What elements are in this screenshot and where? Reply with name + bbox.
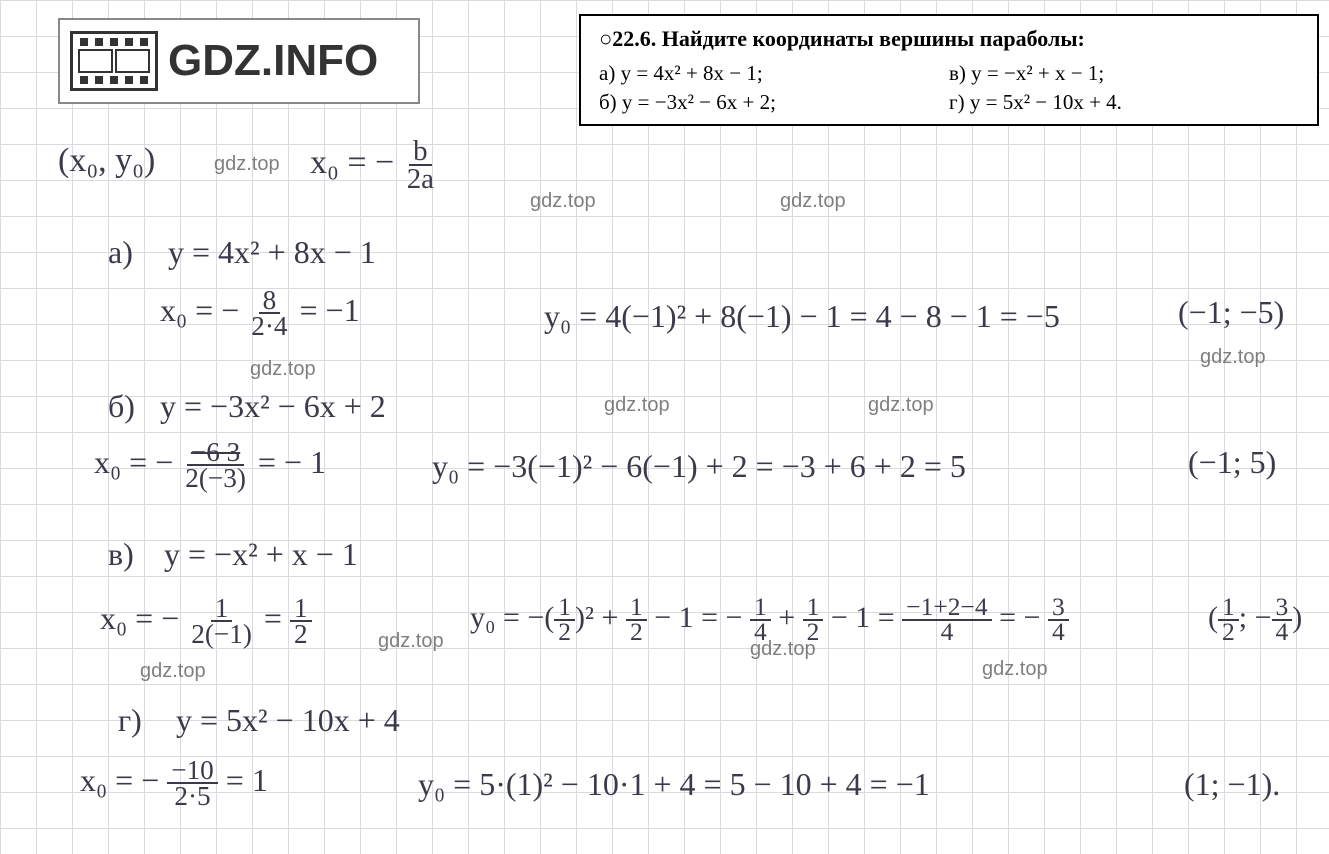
part-v-eq: y = −x² + x − 1 xyxy=(164,536,358,573)
watermark: gdz.top xyxy=(1200,346,1266,369)
part-g-y0: y₀ = 5·(1)² − 10·1 + 4 = 5 − 10 + 4 = −1 xyxy=(418,766,930,803)
x0-num: b xyxy=(409,138,431,166)
part-g-label: г) xyxy=(118,702,142,739)
watermark: gdz.top xyxy=(530,190,596,213)
pvf5d: 4 xyxy=(1048,621,1069,644)
x0-formula: x₀ = − b2a xyxy=(310,138,438,192)
part-v-x0-den: 2(−1) xyxy=(187,622,256,646)
part-v-x0-rd: 2 xyxy=(290,622,312,646)
part-v-y0: y₀ = −(12)² + 12 − 1 = − 14 + 12 − 1 = −… xyxy=(470,596,1069,644)
problem-item-v: в) y = −x² + x − 1; xyxy=(949,59,1299,88)
pv1: y₀ = −( xyxy=(470,601,554,634)
part-b-y0: y₀ = −3(−1)² − 6(−1) + 2 = −3 + 6 + 2 = … xyxy=(432,448,966,485)
part-a-x0-rhs: = −1 xyxy=(300,292,360,328)
part-a-label: а) xyxy=(108,234,133,271)
pva3: ) xyxy=(1292,601,1302,634)
logo-text: GDZ.INFO xyxy=(168,36,378,86)
x0-den: 2a xyxy=(403,166,438,192)
film-icon xyxy=(70,31,158,91)
watermark: gdz.top xyxy=(214,153,280,176)
pvf1d: 2 xyxy=(554,621,575,644)
part-a-x0-lhs: x₀ = − xyxy=(160,292,239,328)
watermark: gdz.top xyxy=(780,190,846,213)
part-g-eq: y = 5x² − 10x + 4 xyxy=(176,702,400,739)
pv4: + xyxy=(778,601,795,634)
part-b-eq: y = −3x² − 6x + 2 xyxy=(160,388,386,425)
pvad1: 2 xyxy=(1218,621,1239,644)
part-g-answer: (1; −1). xyxy=(1184,766,1280,803)
part-v-answer: (12; −34) xyxy=(1208,596,1302,644)
part-a-y0: y₀ = 4(−1)² + 8(−1) − 1 = 4 − 8 − 1 = −5 xyxy=(544,298,1060,335)
part-b-x0-den: 2(−3) xyxy=(181,466,250,490)
part-g-x0-rhs: = 1 xyxy=(226,762,268,798)
part-v-label: в) xyxy=(108,536,134,573)
problem-item-g: г) y = 5x² − 10x + 4. xyxy=(949,88,1299,117)
part-v-x0: x₀ = − 12(−1) = 12 xyxy=(100,596,312,647)
part-b-label: б) xyxy=(108,388,135,425)
part-a-x0: x₀ = − 82·4 = −1 xyxy=(160,288,360,339)
part-g-x0: x₀ = − −102·5 = 1 xyxy=(80,758,268,809)
watermark: gdz.top xyxy=(868,394,934,417)
problem-number: ○22.6. xyxy=(599,26,656,51)
pv5: − 1 = xyxy=(831,601,895,634)
pvf2d: 2 xyxy=(626,621,647,644)
part-g-x0-den: 2·5 xyxy=(170,784,214,808)
pva1: ( xyxy=(1208,601,1218,634)
part-a-answer: (−1; −5) xyxy=(1178,294,1284,331)
problem-item-a: а) y = 4x² + 8x − 1; xyxy=(599,59,949,88)
watermark: gdz.top xyxy=(378,630,444,653)
pvf3d: 4 xyxy=(750,621,771,644)
problem-item-b: б) y = −3x² − 6x + 2; xyxy=(599,88,949,117)
part-a-x0-den: 2·4 xyxy=(247,314,291,338)
pv6: = − xyxy=(999,601,1040,634)
problem-title: Найдите координаты вершины параболы: xyxy=(662,26,1085,51)
part-b-answer: (−1; 5) xyxy=(1188,444,1276,481)
pvad2: 4 xyxy=(1272,621,1293,644)
logo-box: GDZ.INFO xyxy=(58,18,420,104)
part-g-x0-lhs: x₀ = − xyxy=(80,762,159,798)
watermark: gdz.top xyxy=(250,358,316,381)
part-b-x0-lhs: x₀ = − xyxy=(94,444,173,480)
pva2: ; − xyxy=(1239,601,1272,634)
part-v-x0-lhs: x₀ = − xyxy=(100,600,179,636)
vertex-label: (x₀, y₀) xyxy=(58,142,155,180)
x0-lhs: x₀ = − xyxy=(310,144,394,181)
watermark: gdz.top xyxy=(604,394,670,417)
pv2: )² + xyxy=(575,601,618,634)
problem-statement: ○22.6. Найдите координаты вершины парабо… xyxy=(579,14,1319,126)
part-a-eq: y = 4x² + 8x − 1 xyxy=(168,234,376,271)
pvf4d: 2 xyxy=(803,621,824,644)
watermark: gdz.top xyxy=(140,660,206,683)
part-b-x0: x₀ = − −6 32(−3) = − 1 xyxy=(94,440,326,491)
pv3: − 1 = − xyxy=(654,601,742,634)
pvfrd: 4 xyxy=(937,621,958,644)
watermark: gdz.top xyxy=(982,658,1048,681)
part-b-x0-rhs: = − 1 xyxy=(258,444,326,480)
